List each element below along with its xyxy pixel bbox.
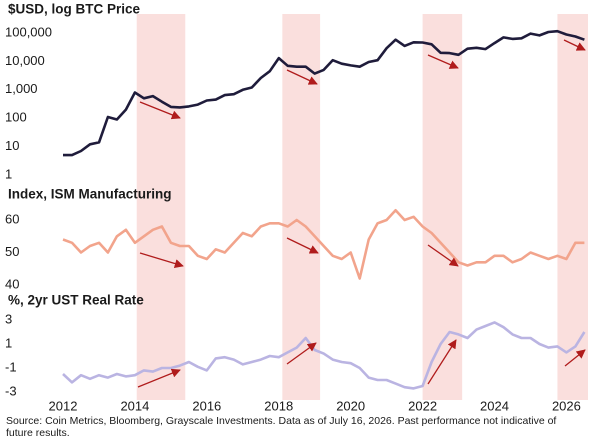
y-tick-label: 100,000 [5, 24, 52, 39]
x-tick-label: 2026 [552, 398, 581, 413]
trend-arrows [137, 39, 586, 388]
panel-title: Index, ISM Manufacturing [8, 187, 172, 202]
source-note: future results. [6, 427, 70, 439]
panel-title: %, 2yr UST Real Rate [8, 293, 144, 308]
arrow [564, 349, 586, 367]
y-tick-label: 1 [5, 166, 12, 181]
data-line [62, 209, 585, 280]
x-tick-label: 2016 [192, 398, 221, 413]
panel-title: $USD, log BTC Price [8, 2, 141, 17]
y-tick-label: 60 [5, 211, 19, 226]
arrow [139, 252, 184, 268]
arrow [427, 244, 459, 267]
y-tick-label: 1,000 [5, 81, 38, 96]
y-tick-label: 10 [5, 138, 19, 153]
y-tick-label: 10,000 [5, 53, 45, 68]
plots [62, 29, 586, 390]
arrow [286, 342, 317, 365]
arrow [427, 54, 459, 69]
x-tick-label: 2020 [336, 398, 365, 413]
data-line [62, 321, 586, 390]
x-tick-label: 2024 [480, 398, 509, 413]
y-tick-label: 1 [5, 335, 12, 350]
arrow [563, 39, 586, 51]
x-tick-label: 2014 [120, 398, 149, 413]
y-tick-label: -1 [5, 359, 17, 374]
x-tick-label: 2022 [408, 398, 437, 413]
shaded-period [136, 14, 186, 400]
y-tick-label: 50 [5, 244, 19, 259]
shaded-period [422, 14, 463, 400]
x-tick-label: 2018 [264, 398, 293, 413]
shaded-periods [136, 14, 588, 400]
y-tick-label: -3 [5, 383, 17, 398]
y-tick-label: 3 [5, 311, 12, 326]
arrow [286, 237, 319, 254]
x-tick-label: 2012 [49, 398, 78, 413]
y-tick-label: 100 [5, 110, 27, 125]
source-note: Source: Coin Metrics, Bloomberg, Graysca… [6, 415, 556, 427]
arrow [137, 368, 181, 388]
y-tick-label: 40 [5, 276, 19, 291]
arrow [139, 101, 181, 120]
shaded-period [557, 14, 588, 400]
arrow [427, 339, 457, 385]
arrow [286, 69, 318, 85]
data-line [63, 29, 585, 157]
